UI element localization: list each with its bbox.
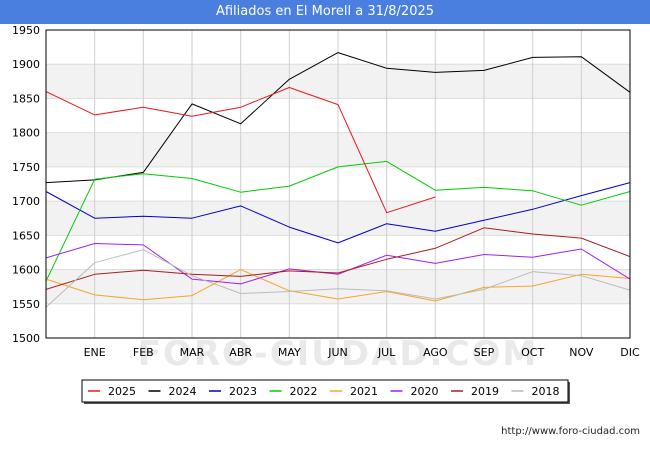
y-tick-label: 1750 (12, 161, 40, 174)
x-tick-label: ABR (229, 346, 252, 359)
y-tick-label: 1550 (12, 298, 40, 311)
x-tick-label: MAY (278, 346, 301, 359)
footer-url[interactable]: http://www.foro-ciudad.com (501, 426, 640, 437)
x-tick-label: MAR (180, 346, 205, 359)
y-tick-label: 1800 (12, 127, 40, 140)
legend-label-2020[interactable]: 2020 (411, 385, 439, 398)
x-tick-label: JUL (377, 346, 396, 359)
series-line-2018 (45, 249, 631, 308)
legend-box (81, 379, 569, 403)
y-tick-label: 1600 (12, 264, 40, 277)
y-tick-label: 1950 (12, 24, 40, 37)
y-tick-label: 1650 (12, 229, 40, 242)
x-tick-label: AGO (423, 346, 448, 359)
legend-label-2025[interactable]: 2025 (108, 385, 136, 398)
series-line-2025 (45, 87, 436, 214)
y-tick-label: 1850 (12, 92, 40, 105)
x-tick-label: OCT (521, 346, 544, 359)
series-line-2020 (45, 243, 631, 285)
plot-border (45, 29, 631, 339)
series-line-2021 (45, 269, 631, 302)
y-tick-label: 1500 (12, 332, 40, 345)
x-tick-label: FEB (133, 346, 154, 359)
legend-label-2019[interactable]: 2019 (471, 385, 499, 398)
y-tick-label: 1900 (12, 58, 40, 71)
series-line-2019 (45, 227, 631, 290)
legend-label-2021[interactable]: 2021 (350, 385, 378, 398)
legend-label-2018[interactable]: 2018 (532, 385, 560, 398)
series-line-2022 (45, 160, 631, 282)
watermark-text: FORO-CIUDAD.COM (138, 334, 539, 374)
series-line-2023 (45, 182, 631, 244)
series-line-2024 (45, 52, 631, 184)
x-tick-label: JUN (327, 346, 348, 359)
y-tick-label: 1700 (12, 195, 40, 208)
x-tick-label: SEP (474, 346, 495, 359)
legend-label-2022[interactable]: 2022 (290, 385, 318, 398)
x-tick-label: DIC (620, 346, 640, 359)
legend-label-2024[interactable]: 2024 (169, 385, 197, 398)
x-tick-label: ENE (84, 346, 106, 359)
x-tick-label: NOV (569, 346, 594, 359)
chart-title: Afiliados en El Morell a 31/8/2025 (0, 0, 650, 24)
legend-label-2023[interactable]: 2023 (229, 385, 257, 398)
